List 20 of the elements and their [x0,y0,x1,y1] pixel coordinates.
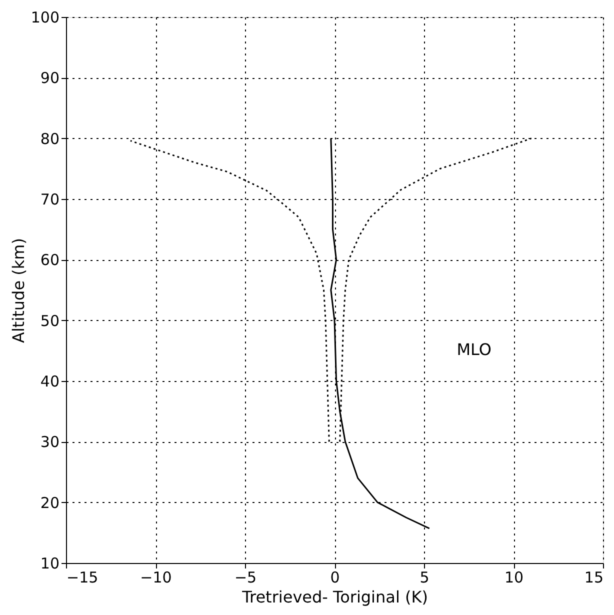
x-tick-label: −10 [140,568,172,586]
y-tick-label: 40 [40,372,60,390]
annotation: MLO [456,340,492,360]
x-tick-label: 5 [420,568,430,586]
x-tick-label: 0 [330,568,340,586]
y-tick-label: 70 [40,190,60,208]
y-tick-label: 100 [30,8,60,26]
y-tick-label: 30 [40,433,60,452]
x-tick-label: −5 [234,568,257,586]
x-tick-label: 10 [504,568,524,586]
y-tick-label: 10 [40,554,60,572]
y-tick-label: 80 [40,130,60,148]
y-tick-label: 50 [40,312,60,330]
y-axis-title: Altitude (km) [8,238,28,343]
x-tick-label: 15 [584,568,604,586]
x-axis-title: Tretrieved- Toriginal (K) [241,588,428,606]
y-tick-label: 60 [40,251,60,270]
y-tick-label: 20 [40,494,60,512]
x-tick-label: −15 [66,568,98,586]
y-tick-label: 90 [40,69,60,88]
